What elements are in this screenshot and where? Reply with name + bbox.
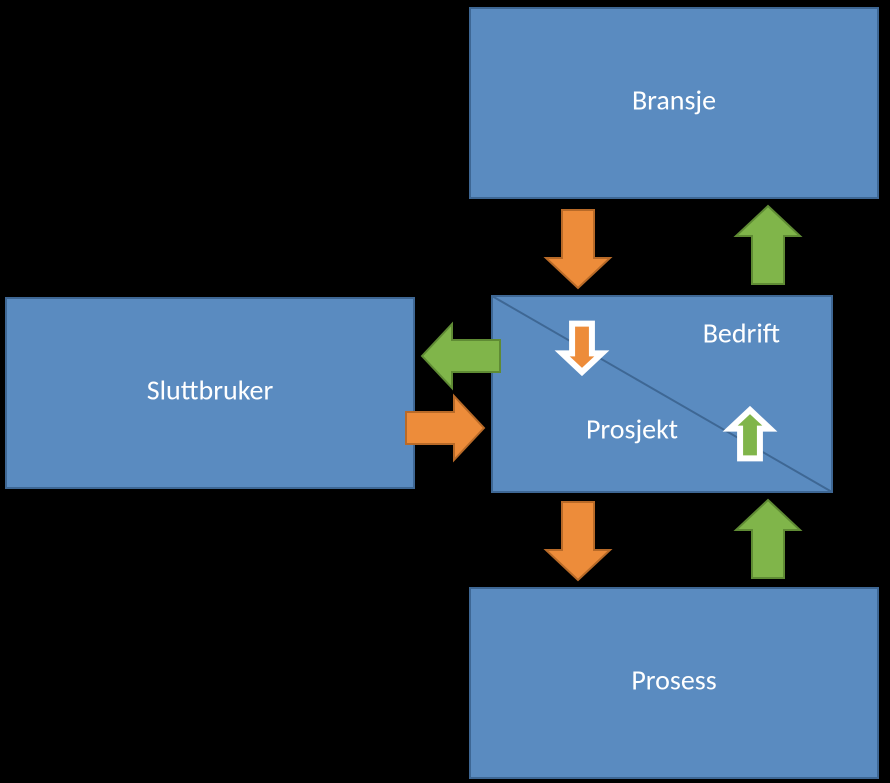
sluttbruker-label: Sluttbruker: [147, 373, 274, 408]
prosjekt-label: Prosjekt: [586, 412, 678, 447]
bransje-label: Bransje: [632, 83, 716, 118]
prosess-label: Prosess: [631, 663, 716, 698]
bedrift-label: Bedrift: [703, 316, 780, 351]
